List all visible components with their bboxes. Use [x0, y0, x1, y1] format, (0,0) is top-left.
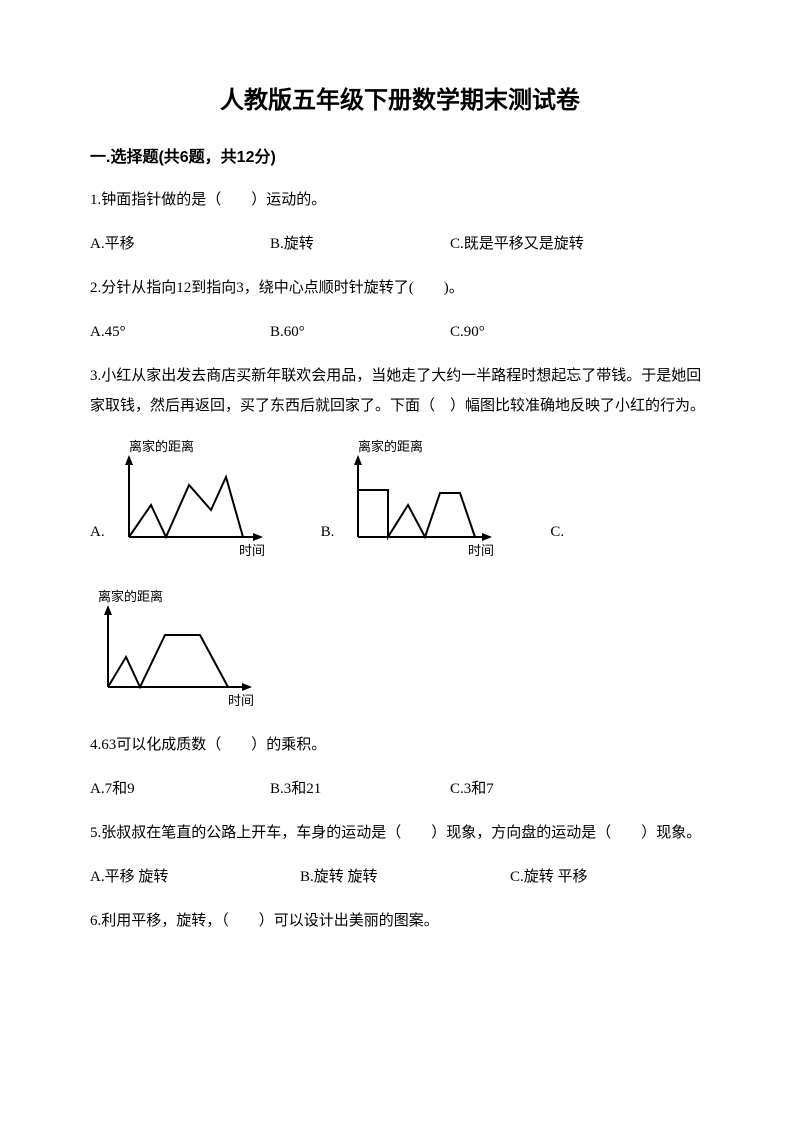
chart-a-ylabel: 离家的距离	[129, 439, 194, 454]
question-1-options: A.平移 B.旋转 C.既是平移又是旋转	[90, 229, 710, 259]
chart-c-xlabel: 时间	[228, 693, 254, 708]
q2-option-c: C.90°	[450, 317, 710, 347]
q5-option-b: B.旋转 旋转	[300, 862, 510, 892]
q4-option-b: B.3和21	[270, 774, 450, 804]
chart-a-xlabel: 时间	[239, 543, 265, 558]
q2-option-b: B.60°	[270, 317, 450, 347]
q4-option-a: A.7和9	[90, 774, 270, 804]
question-2: 2.分针从指向12到指向3，绕中心点顺时针旋转了( )。	[90, 273, 710, 303]
question-4: 4.63可以化成质数（ ）的乘积。	[90, 730, 710, 760]
chart-a-block: A. 离家的距离 时间	[90, 435, 281, 565]
option-a-label: A.	[90, 524, 111, 565]
chart-c-block: 离家的距离 时间	[90, 585, 710, 720]
chart-b-xlabel: 时间	[468, 543, 494, 558]
section-header: 一.选择题(共6题，共12分)	[90, 143, 710, 167]
q1-option-b: B.旋转	[270, 229, 450, 259]
question-2-options: A.45° B.60° C.90°	[90, 317, 710, 347]
chart-b-block: B. 离家的距离 时间	[321, 435, 511, 565]
question-6: 6.利用平移，旋转，（ ）可以设计出美丽的图案。	[90, 906, 710, 936]
q4-option-c: C.3和7	[450, 774, 710, 804]
option-b-label: B.	[321, 524, 341, 565]
q1-option-c: C.既是平移又是旋转	[450, 229, 710, 259]
question-3-charts-row: A. 离家的距离 时间 B. 离家的距离 时间 C.	[90, 435, 710, 565]
q5-option-c: C.旋转 平移	[510, 862, 710, 892]
option-c-label: C.	[550, 524, 564, 565]
q1-option-a: A.平移	[90, 229, 270, 259]
question-1: 1.钟面指针做的是（ ）运动的。	[90, 185, 710, 215]
question-3: 3.小红从家出发去商店买新年联欢会用品，当她走了大约一半路程时想起忘了带钱。于是…	[90, 361, 710, 421]
question-5-options: A.平移 旋转 B.旋转 旋转 C.旋转 平移	[90, 862, 710, 892]
chart-c: 离家的距离 时间	[90, 585, 270, 715]
q5-option-a: A.平移 旋转	[90, 862, 300, 892]
question-4-options: A.7和9 B.3和21 C.3和7	[90, 774, 710, 804]
q2-option-a: A.45°	[90, 317, 270, 347]
chart-b-ylabel: 离家的距离	[358, 439, 423, 454]
chart-a: 离家的距离 时间	[111, 435, 281, 565]
page-title: 人教版五年级下册数学期末测试卷	[90, 80, 710, 115]
chart-b: 离家的距离 时间	[340, 435, 510, 565]
question-5: 5.张叔叔在笔直的公路上开车，车身的运动是（ ）现象，方向盘的运动是（ ）现象。	[90, 818, 710, 848]
chart-c-ylabel: 离家的距离	[98, 589, 163, 604]
